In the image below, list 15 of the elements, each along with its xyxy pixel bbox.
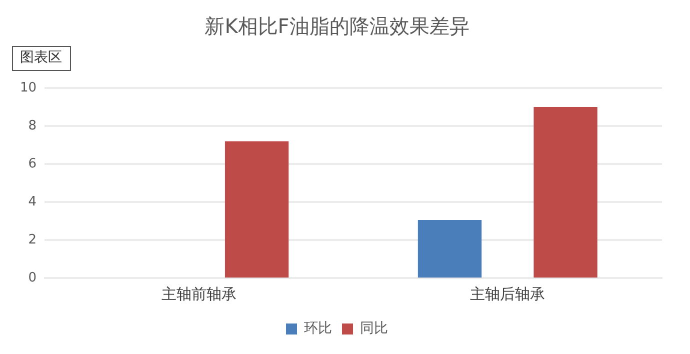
y-tick-label: 8 <box>28 118 37 134</box>
legend-label: 同比 <box>360 320 388 337</box>
chart-title: 新K相比F油脂的降温效果差异 <box>204 14 470 38</box>
y-tick-label: 2 <box>28 232 37 248</box>
bar <box>224 141 289 278</box>
y-tick-label: 10 <box>20 80 37 96</box>
x-tick-label: 主轴后轴承 <box>470 284 546 303</box>
legend-label: 环比 <box>304 320 332 337</box>
bar <box>534 107 598 278</box>
y-tick-label: 0 <box>28 270 37 286</box>
bar <box>418 220 482 278</box>
text: 图表区 <box>20 50 62 66</box>
y-tick-label: 4 <box>28 194 37 210</box>
x-tick-label: 主轴前轴承 <box>161 284 236 303</box>
y-tick-label: 6 <box>28 156 37 172</box>
